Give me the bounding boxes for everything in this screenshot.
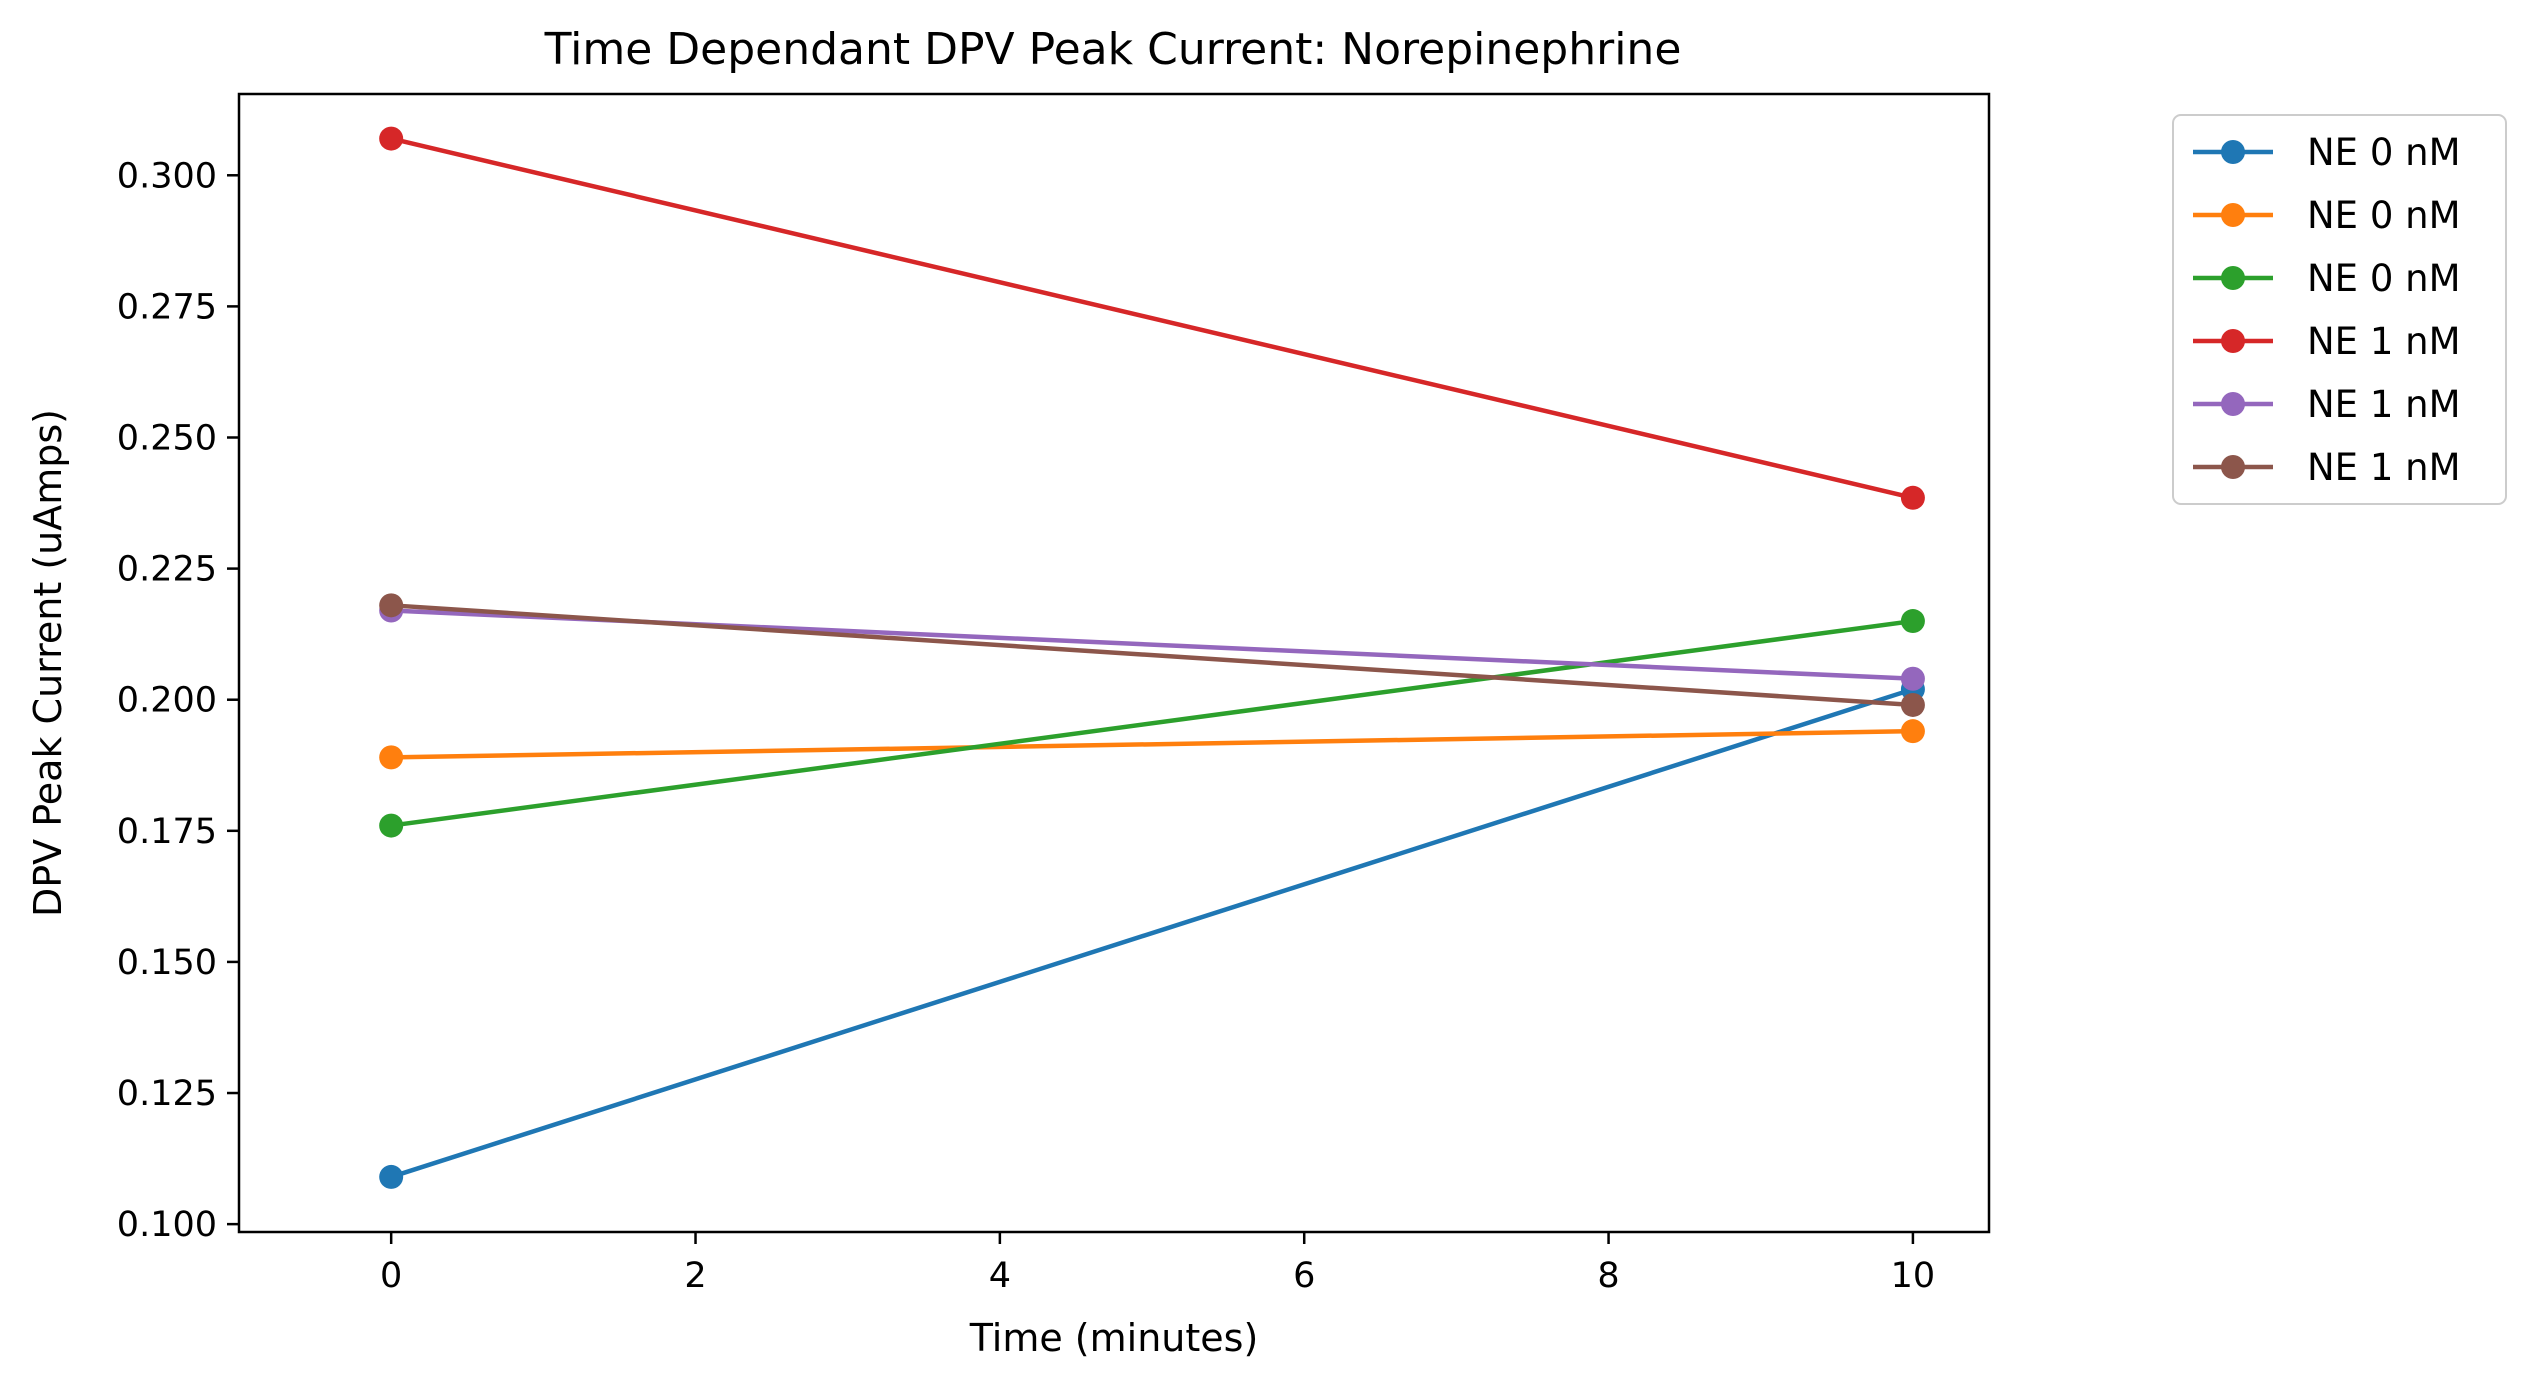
legend-marker [2221, 140, 2245, 164]
y-axis-label: DPV Peak Current (uAmps) [26, 409, 70, 917]
legend-item: NE 1 nM [2193, 383, 2461, 426]
legend-marker [2221, 329, 2245, 353]
data-point [379, 593, 404, 618]
y-tick-label: 0.225 [117, 550, 217, 590]
data-point [1900, 666, 1925, 691]
series-line [390, 687, 1914, 1180]
data-point [1900, 485, 1925, 510]
y-axis: 0.100 0.125 0.150 0.175 0.200 0.225 0.250 0.275… [117, 156, 239, 1245]
legend-frame [2172, 114, 2507, 505]
legend-label: NE 1 nM [2307, 446, 2461, 489]
y-tick-label: 0.200 [117, 681, 217, 721]
plot-area [379, 126, 1925, 1189]
x-tick-label: 0 [380, 1256, 402, 1296]
x-tick-label: 4 [989, 1256, 1011, 1296]
legend-marker [2221, 392, 2245, 416]
y-tick-label: 0.125 [117, 1074, 217, 1114]
data-point [1900, 692, 1925, 717]
chart-title: Time Dependant DPV Peak Current: Norepin… [544, 24, 1682, 75]
series-line [390, 618, 1914, 828]
series-3 [379, 609, 1925, 838]
data-point [379, 813, 404, 838]
y-tick-label: 0.175 [117, 812, 217, 852]
legend-item: NE 1 nM [2193, 320, 2461, 363]
data-point [379, 126, 404, 151]
plot-frame [237, 92, 1991, 1234]
x-tick-label: 8 [1597, 1256, 1619, 1296]
data-point [379, 1164, 404, 1189]
data-point [1900, 609, 1925, 634]
y-tick-label: 0.300 [117, 156, 217, 196]
legend-item: NE 1 nM [2193, 446, 2461, 489]
x-axis: 0 2 4 6 8 10 [380, 1232, 1935, 1296]
y-tick-label: 0.275 [117, 287, 217, 327]
legend: NE 0 nM NE 0 nM NE 0 nM NE 1 nM NE 1 nM NE 1 … [2172, 114, 2507, 505]
data-point [1900, 719, 1925, 744]
legend-marker [2221, 455, 2245, 479]
x-tick-label: 10 [1891, 1256, 1936, 1296]
legend-item: NE 0 nM [2193, 131, 2461, 174]
legend-marker [2221, 266, 2245, 290]
data-point [379, 745, 404, 770]
legend-marker [2221, 203, 2245, 227]
series-line [391, 728, 1913, 760]
x-axis-label: Time (minutes) [969, 1316, 1259, 1360]
legend-label: NE 0 nM [2307, 131, 2461, 174]
legend-label: NE 1 nM [2307, 320, 2461, 363]
y-tick-label: 0.250 [117, 418, 217, 458]
legend-label: NE 1 nM [2307, 383, 2461, 426]
series-4 [379, 126, 1925, 510]
series-2 [379, 719, 1925, 770]
x-tick-label: 6 [1293, 1256, 1315, 1296]
y-tick-label: 0.150 [117, 943, 217, 983]
legend-label: NE 0 nM [2307, 257, 2461, 300]
legend-item: NE 0 nM [2193, 257, 2461, 300]
x-tick-label: 2 [684, 1256, 706, 1296]
series-6 [379, 593, 1925, 717]
y-tick-label: 0.100 [117, 1205, 217, 1245]
series-line [390, 136, 1914, 500]
series-line [391, 603, 1914, 708]
legend-item: NE 0 nM [2193, 194, 2461, 237]
legend-label: NE 0 nM [2307, 194, 2461, 237]
